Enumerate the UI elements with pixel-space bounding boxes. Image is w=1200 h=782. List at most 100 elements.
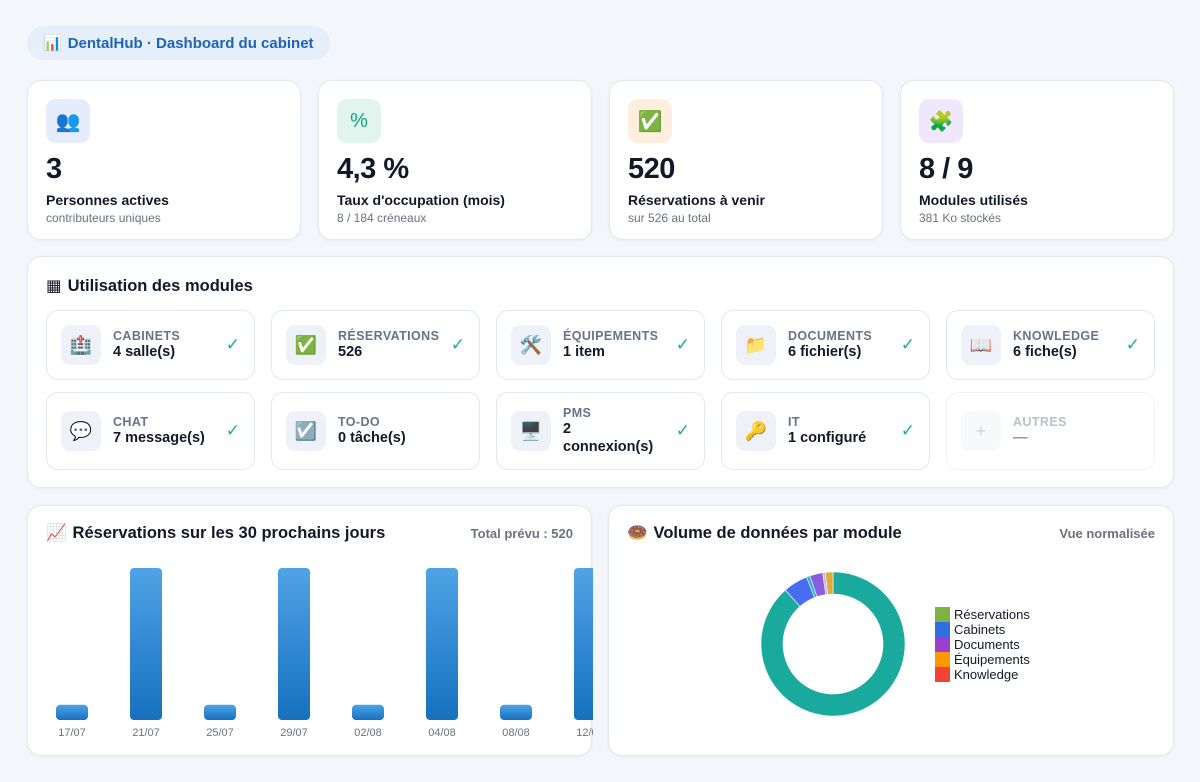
- check-icon: ✓: [900, 335, 915, 354]
- reservations-chart-card: 📈 Réservations sur les 30 prochains jour…: [27, 505, 593, 756]
- line-chart-icon: 📈: [46, 524, 67, 542]
- legend-item[interactable]: Documents: [935, 637, 1030, 652]
- legend-label: Réservations: [954, 607, 1030, 622]
- module-value: —: [1013, 429, 1028, 446]
- module-tile-cabinets[interactable]: 🏥 CABINETS 4 salle(s) ✓: [46, 310, 255, 380]
- legend-item[interactable]: Réservations: [935, 607, 1030, 622]
- checkbox-icon: ☑️: [286, 411, 326, 451]
- module-value: 6 fichier(s): [788, 343, 862, 360]
- x-tick-label: 02/08: [354, 727, 382, 739]
- legend-item[interactable]: Équipements: [935, 652, 1030, 667]
- module-tile-chat[interactable]: 💬 CHAT 7 message(s) ✓: [46, 392, 255, 470]
- key-icon: 🔑: [736, 411, 776, 451]
- modules-grid: 🏥 CABINETS 4 salle(s) ✓ ✅ RÉSERVATIONS 526 ✓ 🛠️ É…: [46, 310, 1155, 470]
- check-icon: ✓: [225, 335, 240, 354]
- module-value: 1 item: [563, 343, 605, 360]
- legend-label: Knowledge: [954, 667, 1019, 682]
- bar-08/08[interactable]: [500, 704, 532, 720]
- donut-legend: Réservations Cabinets Documents Équipements…: [935, 607, 1030, 682]
- modules-title-text: Utilisation des modules: [67, 276, 253, 295]
- check-box-icon: ✅: [628, 99, 672, 143]
- module-name: RÉSERVATIONS: [338, 328, 440, 343]
- people-icon: 👥: [46, 99, 90, 143]
- check-icon: ✓: [675, 335, 690, 354]
- check-icon: ✓: [1125, 335, 1140, 354]
- module-name: AUTRES: [1013, 414, 1067, 429]
- module-tile-todo[interactable]: ☑️ TO-DO 0 tâche(s): [271, 392, 480, 470]
- module-tile-reservations[interactable]: ✅ RÉSERVATIONS 526 ✓: [271, 310, 480, 380]
- module-tile-documents[interactable]: 📁 DOCUMENTS 6 fichier(s) ✓: [721, 310, 930, 380]
- bar-25/07[interactable]: [204, 704, 236, 720]
- x-tick-label: 21/07: [132, 727, 160, 739]
- legend-swatch: [935, 607, 950, 622]
- x-tick-label: 25/07: [206, 727, 234, 739]
- kpi-subtext: contributeurs uniques: [46, 211, 161, 225]
- module-value: 6 fiche(s): [1013, 343, 1077, 360]
- tools-icon: 🛠️: [511, 325, 551, 365]
- module-name: DOCUMENTS: [788, 328, 873, 343]
- volume-title-text: Volume de données par module: [653, 524, 902, 542]
- reservations-total: Total prévu : 520: [470, 526, 573, 541]
- kpi-label: Réservations à venir: [628, 192, 765, 208]
- module-tile-equipements[interactable]: 🛠️ ÉQUIPEMENTS 1 item ✓: [496, 310, 705, 380]
- check-icon: ✓: [450, 335, 465, 354]
- kpi-subtext: 8 / 184 créneaux: [337, 211, 427, 225]
- kpi-value: 520: [628, 153, 675, 185]
- legend-swatch: [935, 667, 950, 682]
- modules-usage-card: ▦ Utilisation des modules 🏥 CABINETS 4 sal…: [27, 256, 1174, 488]
- module-name: KNOWLEDGE: [1013, 328, 1100, 343]
- kpi-label: Modules utilisés: [919, 192, 1028, 208]
- volume-chart-title: 🍩 Volume de données par module: [627, 524, 902, 543]
- x-tick-label: 12/08: [576, 727, 593, 739]
- legend-label: Documents: [954, 637, 1020, 652]
- puzzle-icon: 🧩: [919, 99, 963, 143]
- kpi-card: 🧩 8 / 9 Modules utilisés 381 Ko stockés: [900, 80, 1174, 240]
- hospital-icon: 🏥: [61, 325, 101, 365]
- module-tile-pms[interactable]: 🖥️ PMS 2 connexion(s) ✓: [496, 392, 705, 470]
- module-value: 526: [338, 343, 363, 360]
- bar-29/07[interactable]: [278, 568, 310, 720]
- module-name: PMS: [563, 406, 592, 421]
- kpi-card: % 4,3 % Taux d'occupation (mois) 8 / 184 cr…: [318, 80, 592, 240]
- module-name: CABINETS: [113, 328, 181, 343]
- check-icon: ✓: [900, 421, 915, 440]
- book-icon: 📖: [961, 325, 1001, 365]
- kpi-value: 4,3 %: [337, 153, 409, 185]
- normalized-view-label: Vue normalisée: [1059, 526, 1155, 541]
- donut-icon: 🍩: [627, 524, 648, 542]
- bar-17/07[interactable]: [56, 704, 88, 720]
- legend-item[interactable]: Cabinets: [935, 622, 1030, 637]
- page-title: DentalHub · Dashboard du cabinet: [67, 34, 314, 52]
- module-tile-knowledge[interactable]: 📖 KNOWLEDGE 6 fiche(s) ✓: [946, 310, 1155, 380]
- bar-12/08[interactable]: [574, 568, 593, 720]
- module-value: 1 configuré: [788, 429, 867, 446]
- legend-item[interactable]: Knowledge: [935, 667, 1030, 682]
- kpi-value: 3: [46, 153, 62, 185]
- kpi-label: Personnes actives: [46, 192, 169, 208]
- legend-label: Équipements: [954, 652, 1030, 667]
- bar-02/08[interactable]: [352, 704, 384, 720]
- check-icon: ✓: [225, 421, 240, 440]
- x-tick-label: 04/08: [428, 727, 456, 739]
- grid-icon: ▦: [46, 277, 62, 295]
- chat-icon: 💬: [61, 411, 101, 451]
- module-value: 0 tâche(s): [338, 429, 406, 446]
- data-volume-card: 🍩 Volume de données par module Vue norma…: [608, 505, 1174, 756]
- bar-04/08[interactable]: [426, 568, 458, 720]
- module-tile-autres[interactable]: + AUTRES —: [946, 392, 1155, 470]
- legend-label: Cabinets: [954, 622, 1006, 637]
- chart-icon: 📊: [43, 35, 62, 52]
- module-tile-it[interactable]: 🔑 IT 1 configuré ✓: [721, 392, 930, 470]
- donut-slice[interactable]: [760, 571, 906, 717]
- legend-swatch: [935, 637, 950, 652]
- donut-slice[interactable]: [824, 571, 834, 595]
- check-box-icon: ✅: [286, 325, 326, 365]
- kpi-card: 👥 3 Personnes actives contributeurs uniques: [27, 80, 301, 240]
- module-name: CHAT: [113, 414, 149, 429]
- check-icon: ✓: [675, 421, 690, 440]
- kpi-card: ✅ 520 Réservations à venir sur 526 au total: [609, 80, 883, 240]
- module-name: ÉQUIPEMENTS: [563, 328, 659, 343]
- dashboard-title-pill: 📊 DentalHub · Dashboard du cabinet: [27, 26, 330, 60]
- legend-swatch: [935, 652, 950, 667]
- bar-21/07[interactable]: [130, 568, 162, 720]
